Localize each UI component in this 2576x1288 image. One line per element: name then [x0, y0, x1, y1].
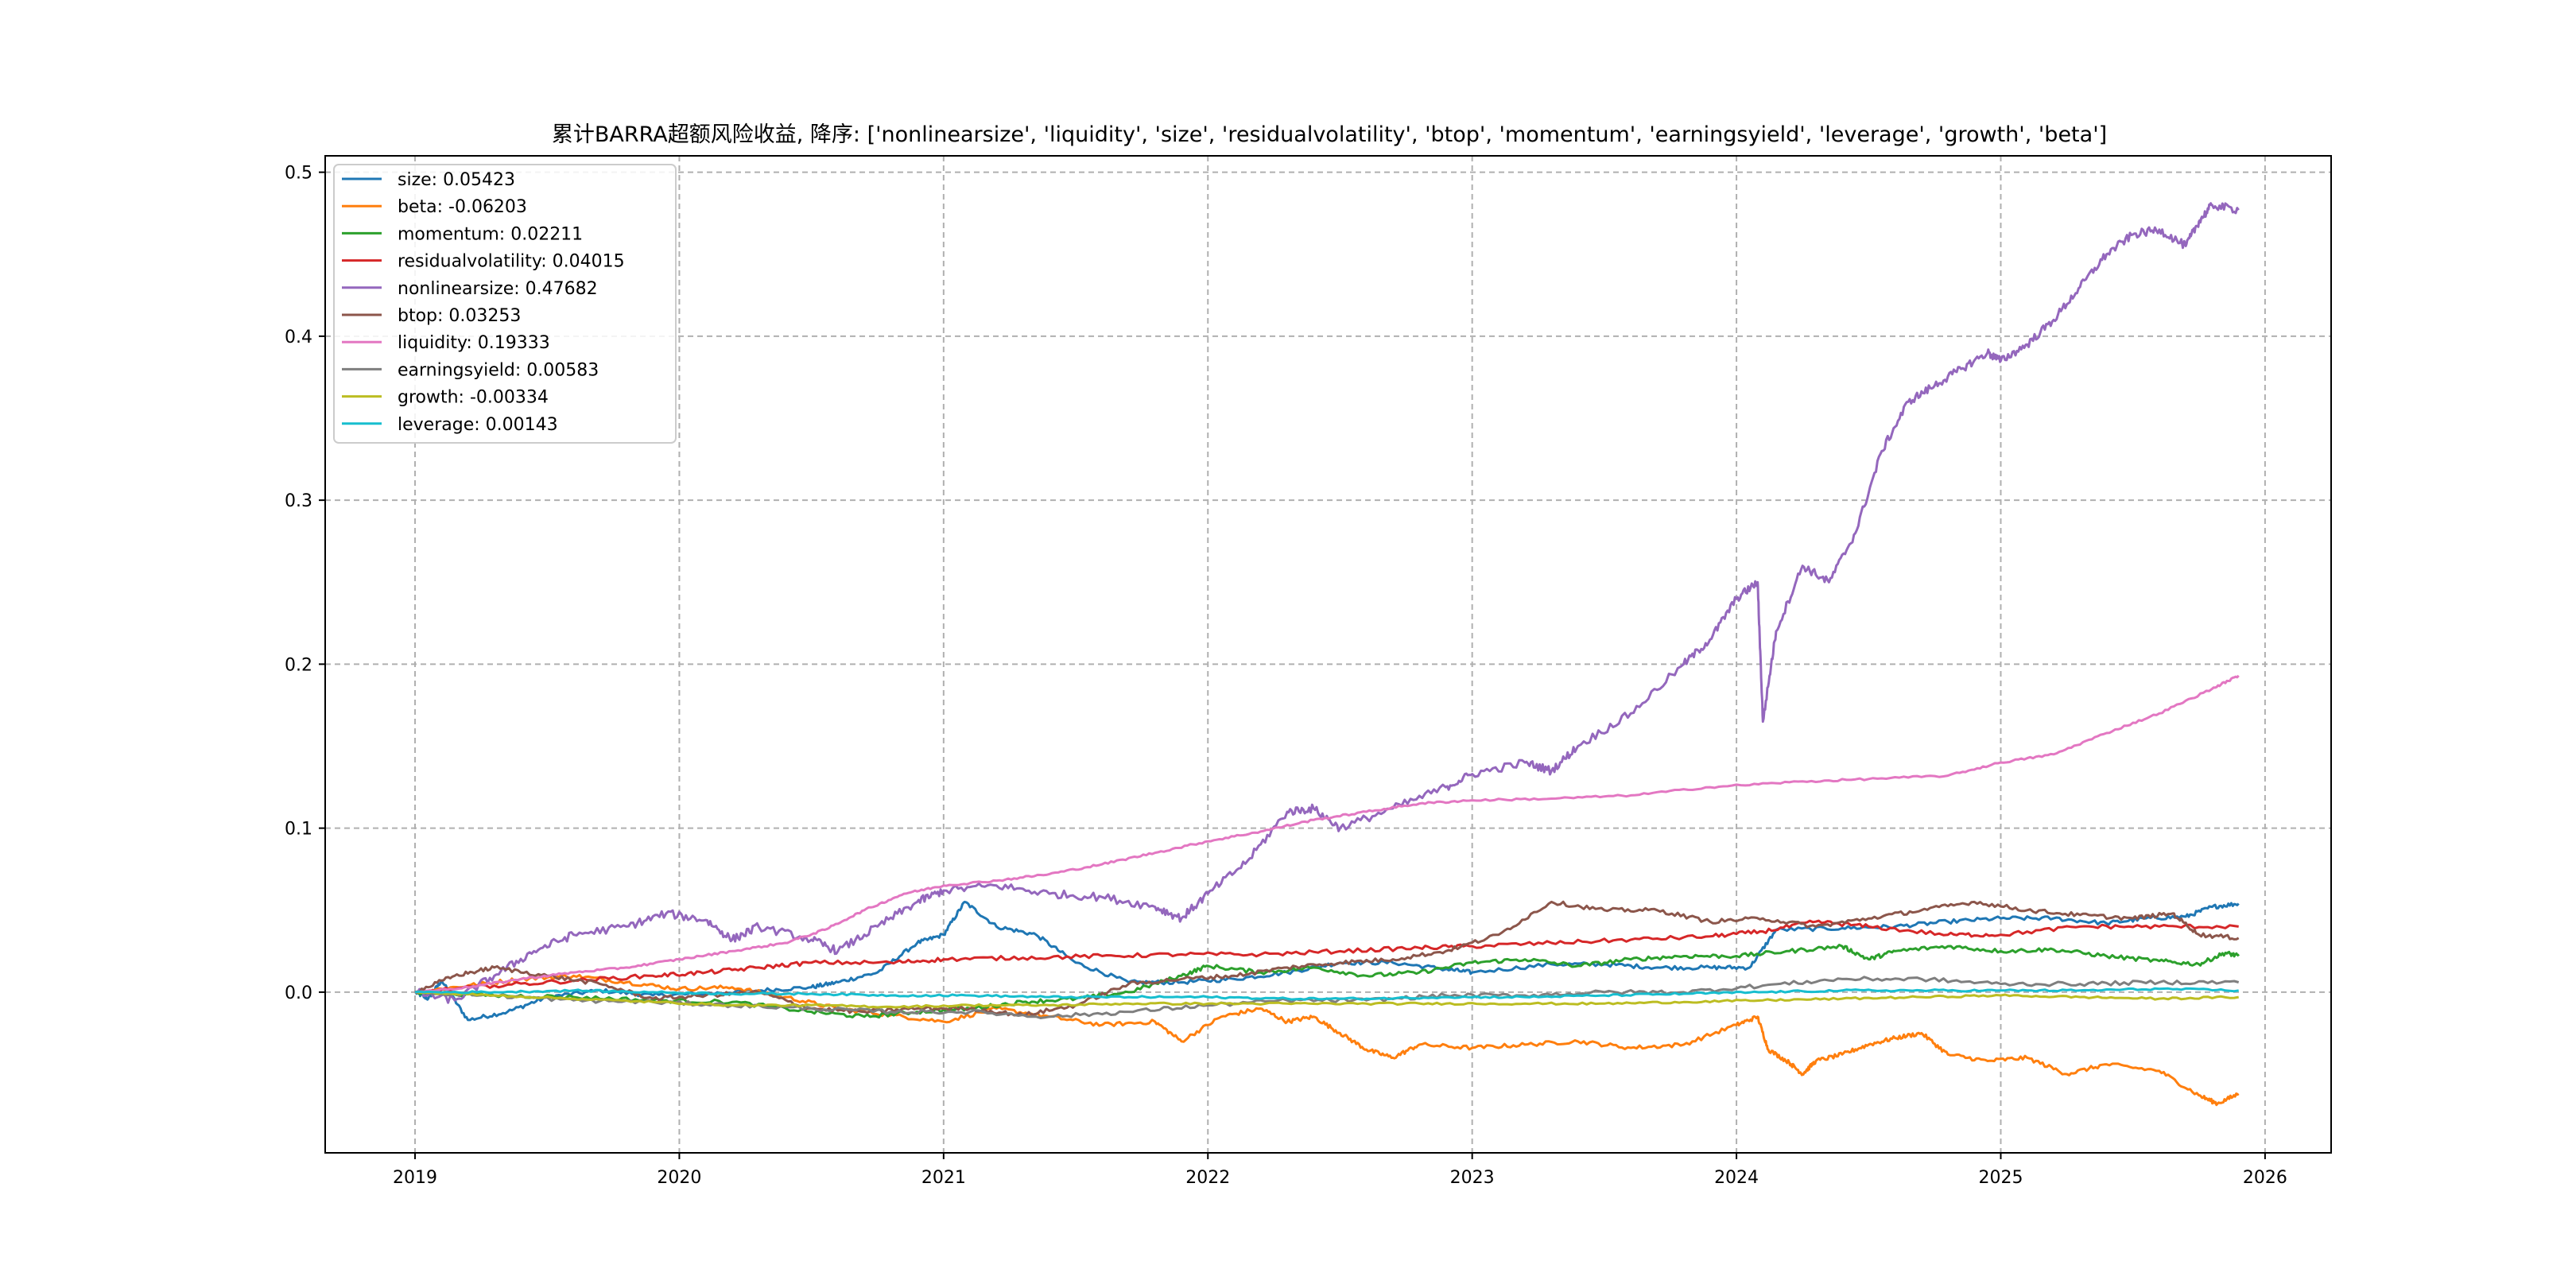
legend-label-growth: growth: -0.00334 [398, 388, 549, 408]
plot-frame [324, 155, 2332, 1154]
series-lines [414, 202, 2240, 1107]
x-tick-label: 2021 [921, 1168, 966, 1188]
y-axis: 0.0 0.1 0.2 0.3 0.4 0.5 [285, 164, 325, 1003]
legend-label-beta: beta: -0.06203 [398, 197, 527, 217]
y-tick-label: 0.0 [285, 983, 312, 1003]
chart-title: 累计BARRA超额风险收益, 降序: ['nonlinearsize', 'li… [552, 122, 2107, 147]
x-tick-label: 2020 [657, 1168, 701, 1188]
x-tick-label: 2023 [1450, 1168, 1495, 1188]
x-tick-label: 2025 [1978, 1168, 2023, 1188]
legend-box [333, 164, 677, 444]
y-tick-label: 0.2 [285, 655, 312, 675]
legend-label-btop: btop: 0.03253 [398, 306, 521, 326]
x-tick-label: 2022 [1185, 1168, 1230, 1188]
legend-label-earningsyield: earningsyield: 0.00583 [398, 360, 599, 380]
series-line-growth [414, 991, 2239, 1009]
x-tick-label: 2019 [393, 1168, 437, 1188]
series-line-residualvolatility [414, 919, 2239, 994]
x-tick-label: 2024 [1714, 1168, 1759, 1188]
legend-label-liquidity: liquidity: 0.19333 [398, 333, 550, 353]
grid [325, 156, 2331, 1153]
series-line-size [414, 900, 2240, 1022]
x-axis: 2019 2020 2021 2022 2023 2024 2025 2026 [393, 1153, 2287, 1188]
x-tick-label: 2026 [2243, 1168, 2287, 1188]
legend-label-nonlinearsize: nonlinearsize: 0.47682 [398, 279, 598, 299]
series-line-liquidity [414, 674, 2240, 994]
y-tick-label: 0.4 [285, 328, 312, 347]
legend-label-residualvolatility: residualvolatility: 0.04015 [398, 252, 625, 272]
legend-label-size: size: 0.05423 [398, 170, 515, 190]
legend: size: 0.05423 beta: -0.06203 momentum: 0.0… [333, 164, 677, 444]
series-line-nonlinearsize [414, 202, 2240, 1004]
legend-label-leverage: leverage: 0.00143 [398, 415, 558, 435]
legend-label-momentum: momentum: 0.02211 [398, 224, 583, 244]
y-tick-label: 0.3 [285, 491, 312, 511]
y-tick-label: 0.1 [285, 820, 312, 840]
series-line-btop [414, 900, 2240, 1017]
series-line-momentum [414, 944, 2240, 1019]
series-line-leverage [414, 987, 2239, 1001]
y-tick-label: 0.5 [285, 164, 312, 184]
